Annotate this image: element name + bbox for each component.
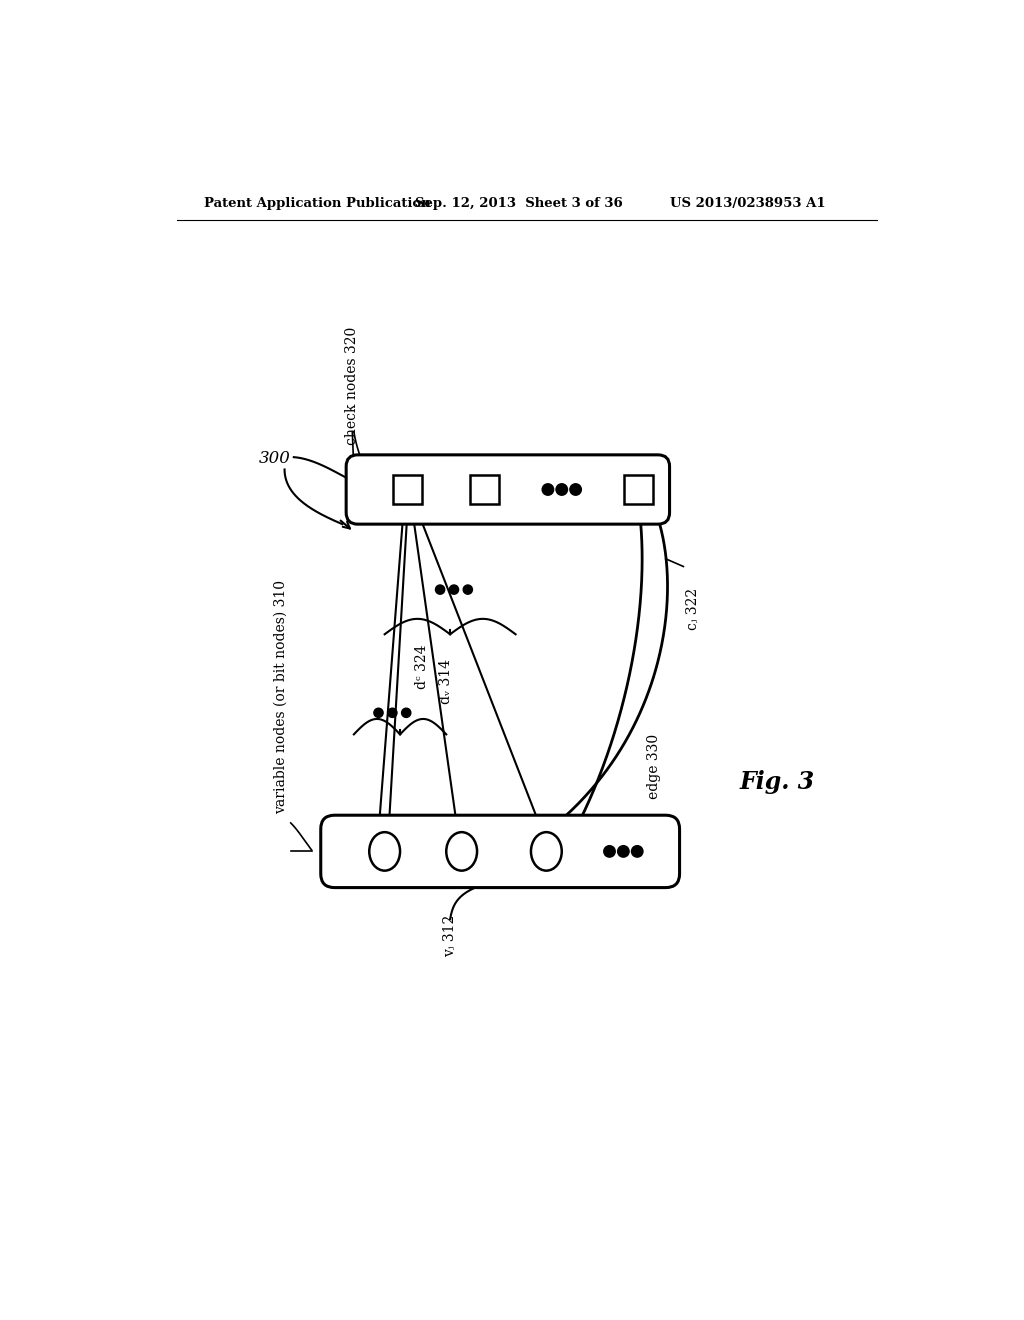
Text: dᵥ 314: dᵥ 314 <box>438 660 453 705</box>
Bar <box>470 475 500 504</box>
Circle shape <box>435 585 444 594</box>
Text: Patent Application Publication: Patent Application Publication <box>204 197 430 210</box>
Circle shape <box>632 846 643 857</box>
Circle shape <box>604 846 614 857</box>
Text: edge 330: edge 330 <box>647 734 662 800</box>
Circle shape <box>543 484 553 495</box>
Circle shape <box>388 708 397 718</box>
Text: dᶜ 324: dᶜ 324 <box>416 644 429 689</box>
Circle shape <box>570 484 581 495</box>
Ellipse shape <box>370 832 400 871</box>
Text: cⱼ 322: cⱼ 322 <box>686 587 699 630</box>
Ellipse shape <box>446 832 477 871</box>
Bar <box>393 475 422 504</box>
Text: 300: 300 <box>259 450 291 467</box>
Text: variable nodes (or bit nodes) 310: variable nodes (or bit nodes) 310 <box>273 581 288 814</box>
Text: US 2013/0238953 A1: US 2013/0238953 A1 <box>670 197 825 210</box>
Circle shape <box>401 708 411 718</box>
Circle shape <box>617 846 629 857</box>
Ellipse shape <box>531 832 562 871</box>
Text: check nodes 320: check nodes 320 <box>345 326 359 445</box>
Text: vⱼ 312: vⱼ 312 <box>443 915 457 957</box>
Text: Fig. 3: Fig. 3 <box>739 770 815 795</box>
Circle shape <box>463 585 472 594</box>
Text: Sep. 12, 2013  Sheet 3 of 36: Sep. 12, 2013 Sheet 3 of 36 <box>416 197 624 210</box>
FancyBboxPatch shape <box>321 816 680 887</box>
Bar <box>625 475 653 504</box>
Circle shape <box>450 585 459 594</box>
Circle shape <box>374 708 383 718</box>
Circle shape <box>556 484 567 495</box>
FancyBboxPatch shape <box>346 455 670 524</box>
